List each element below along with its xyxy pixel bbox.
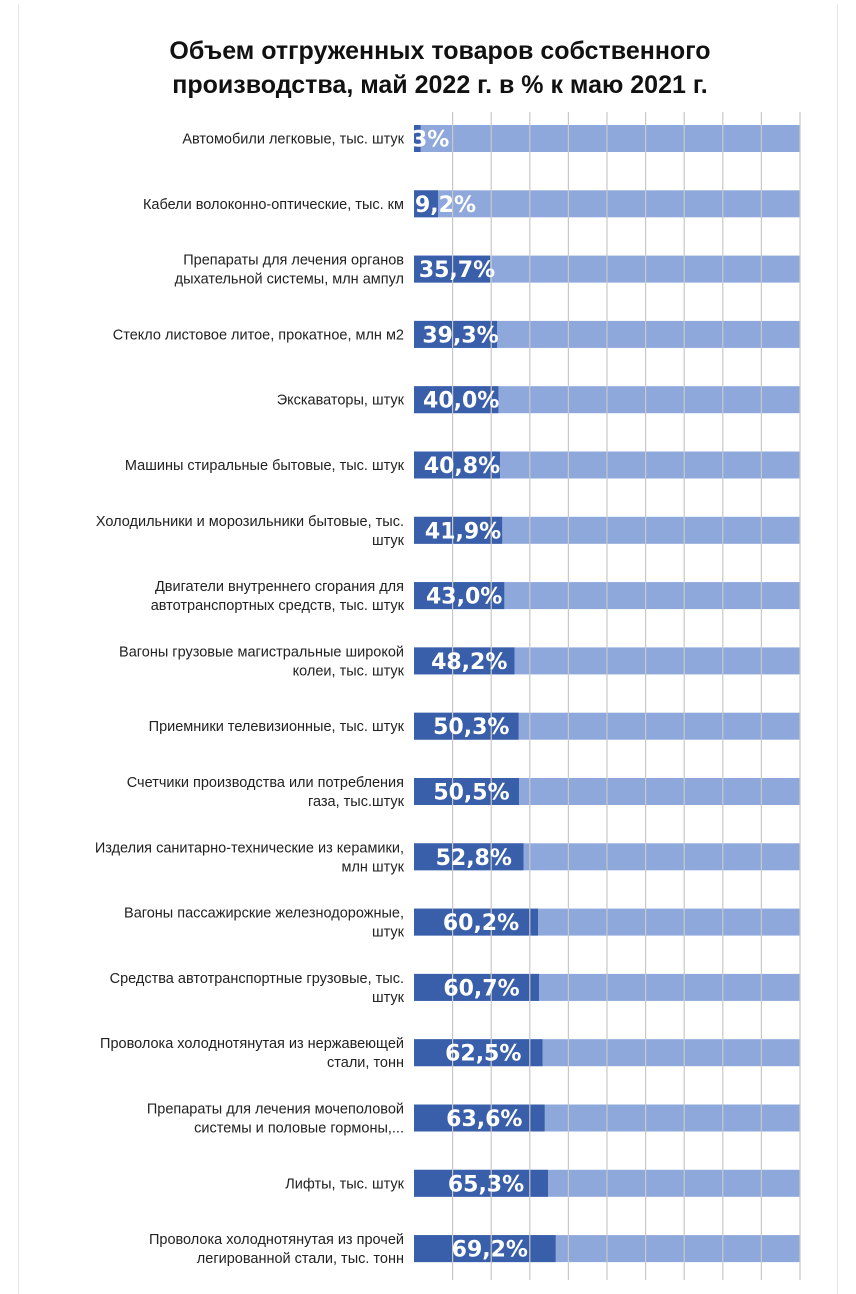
gridlines	[452, 112, 801, 1280]
category-label-line: Проволока холоднотянутая из прочей	[149, 1232, 404, 1248]
chart-title: Объем отгруженных товаров собственного п…	[60, 34, 820, 102]
chart-title-line-1: Объем отгруженных товаров собственного	[169, 37, 711, 65]
category-label-line: легированной стали, тыс. тонн	[197, 1251, 404, 1267]
category-label: Проволока холоднотянутая из прочей легиро…	[149, 1232, 404, 1267]
category-label-line: млн штук	[342, 859, 405, 875]
value-label: 60,7%	[443, 976, 519, 1001]
value-label: 39,3%	[422, 323, 498, 348]
bar-value	[414, 190, 439, 218]
bar-value	[414, 1169, 548, 1197]
bar-value	[414, 712, 519, 740]
bar-value	[414, 908, 538, 936]
bar-value	[414, 1039, 543, 1067]
bar-value	[414, 516, 503, 544]
category-label: Машины стиральные бытовые, тыс. штук	[125, 458, 405, 474]
bar-value	[414, 843, 524, 871]
category-label-line: штук	[372, 990, 405, 1006]
category-label: Средства автотранспортные грузовые, тыс.…	[110, 971, 405, 1006]
value-labels: 3% 9,2% 35,7% 39,3% 40,0% 40,8% 41,9% 43,0% 48,2…	[412, 128, 528, 1263]
bar-value	[414, 778, 519, 805]
category-label: Холодильники и морозильники бытовые, тыс…	[96, 514, 405, 549]
category-label-line: Приемники телевизионные, тыс. штук	[149, 719, 405, 735]
category-label-line: автотранспортных средств, тыс. штук	[151, 598, 405, 614]
bar-value	[414, 320, 498, 348]
category-label-line: Изделия санитарно-технические из керамик…	[95, 840, 404, 856]
category-label-line: Средства автотранспортные грузовые, тыс.	[110, 971, 404, 987]
category-label: Счетчики производства или потребления газ…	[127, 775, 405, 810]
category-label: Препараты для лечения органов дыхательной…	[175, 253, 405, 288]
category-label: Стекло листовое литое, прокатное, млн м2	[113, 327, 404, 343]
bar-value	[414, 647, 515, 675]
category-label-line: Препараты для лечения мочеполовой	[147, 1102, 404, 1118]
value-label: 3%	[412, 128, 449, 153]
category-label-line: Стекло листовое литое, прокатное, млн м2	[113, 327, 404, 343]
category-label: Проволока холоднотянутая из нержавеющей с…	[100, 1036, 404, 1071]
value-label: 50,3%	[433, 715, 509, 740]
category-label-line: Вагоны грузовые магистральные широкой	[119, 644, 404, 660]
value-label: 62,5%	[445, 1042, 521, 1067]
value-label: 65,3%	[448, 1172, 524, 1197]
category-label: Вагоны пассажирские железнодорожные, штук	[124, 906, 405, 941]
category-label-line: Препараты для лечения органов	[183, 253, 404, 269]
category-labels: Автомобили легковые, тыс. штук Кабели вол…	[95, 132, 405, 1268]
category-label: Изделия санитарно-технические из керамик…	[95, 840, 405, 875]
category-label: Экскаваторы, штук	[277, 393, 405, 409]
category-label-line: стали, тонн	[327, 1055, 404, 1071]
category-label-line: штук	[372, 925, 405, 941]
category-label: Лифты, тыс. штук	[285, 1176, 404, 1192]
value-label: 48,2%	[431, 650, 507, 675]
category-label-line: Счетчики производства или потребления	[127, 775, 404, 791]
category-label-line: штук	[372, 533, 405, 549]
category-label-line: Машины стиральные бытовые, тыс. штук	[125, 458, 405, 474]
category-label: Приемники телевизионные, тыс. штук	[149, 719, 405, 735]
value-label: 41,9%	[425, 519, 501, 544]
category-label-line: Лифты, тыс. штук	[285, 1176, 404, 1192]
category-label-line: Кабели волоконно-оптические, тыс. км	[143, 197, 404, 213]
value-label: 35,7%	[419, 258, 495, 283]
bar-value	[414, 1104, 545, 1132]
category-label: Вагоны грузовые магистральные широкой кол…	[119, 644, 405, 679]
bar-value	[414, 1235, 556, 1263]
value-label: 50,5%	[433, 781, 509, 806]
value-label: 40,8%	[424, 454, 500, 479]
category-label-line: Экскаваторы, штук	[277, 393, 405, 409]
bar-value	[414, 582, 505, 610]
chart-title-line-2: производства, май 2022 г. в % к маю 2021…	[172, 71, 708, 99]
category-label-line: Вагоны пассажирские железнодорожные,	[124, 906, 404, 922]
category-label-line: колеи, тыс. штук	[293, 663, 405, 679]
value-label: 63,6%	[446, 1107, 522, 1132]
bar-value	[414, 255, 490, 283]
category-label-line: Проволока холоднотянутая из нержавеющей	[100, 1036, 404, 1052]
bar-value	[414, 973, 539, 1001]
category-label: Двигатели внутреннего сгорания для автотр…	[151, 579, 405, 614]
value-label: 9,2%	[415, 193, 476, 218]
category-label-line: Автомобили легковые, тыс. штук	[182, 132, 404, 148]
bar-value	[414, 386, 499, 414]
category-label-line: газа, тыс.штук	[308, 794, 405, 810]
category-label-line: системы и половые гормоны,...	[194, 1121, 404, 1137]
category-label: Кабели волоконно-оптические, тыс. км	[143, 197, 404, 213]
value-label: 60,2%	[443, 911, 519, 936]
value-label: 40,0%	[423, 389, 499, 414]
bar-value	[414, 125, 421, 152]
category-label-line: Холодильники и морозильники бытовые, тыс…	[96, 514, 404, 530]
value-label: 52,8%	[436, 846, 512, 871]
value-label: 43,0%	[426, 585, 502, 610]
value-label: 69,2%	[452, 1238, 528, 1263]
category-label-line: дыхательной системы, млн ампул	[175, 272, 404, 288]
category-label-line: Двигатели внутреннего сгорания для	[155, 579, 404, 595]
bar-value	[414, 451, 500, 479]
category-label: Автомобили легковые, тыс. штук	[182, 132, 404, 148]
category-label: Препараты для лечения мочеполовой системы…	[147, 1102, 404, 1137]
